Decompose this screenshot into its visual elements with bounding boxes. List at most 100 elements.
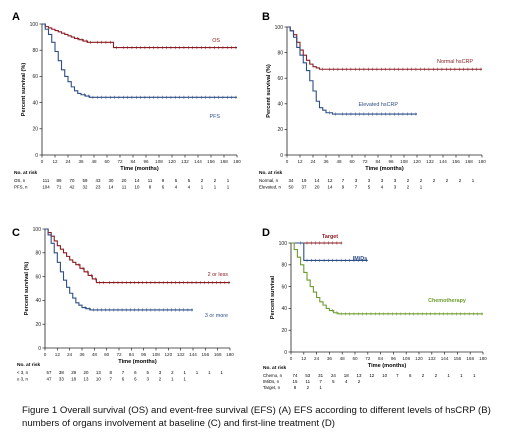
- risk-value: 2: [159, 377, 162, 382]
- y-axis-label: Percent survival (%): [24, 262, 30, 316]
- risk-value: 23: [96, 185, 101, 190]
- risk-value: 6: [122, 377, 125, 382]
- x-tick-label: 72: [117, 159, 123, 164]
- risk-value: 31: [318, 373, 323, 378]
- risk-value: 4: [381, 185, 384, 190]
- y-tick-label: 100: [30, 22, 39, 28]
- series-label: Target: [322, 234, 338, 240]
- x-tick-label: 60: [104, 352, 110, 357]
- risk-value: 11: [148, 178, 153, 183]
- y-tick-label: 60: [281, 284, 287, 290]
- risk-value: 4: [175, 185, 178, 190]
- x-tick-label: 96: [141, 352, 147, 357]
- series-line-3-or-more: [45, 228, 193, 311]
- risk-value: 1: [201, 185, 204, 190]
- y-tick-label: 0: [35, 153, 38, 159]
- y-tick-label: 20: [277, 127, 283, 133]
- x-tick-label: 0: [286, 159, 289, 164]
- risk-value: 70: [70, 178, 75, 183]
- risk-table-header: No. at risk: [259, 170, 283, 176]
- risk-value: 7: [355, 185, 358, 190]
- risk-value: 6: [162, 185, 165, 190]
- risk-value: 14: [328, 185, 333, 190]
- risk-table-header: No. at risk: [17, 362, 41, 368]
- risk-value: 47: [47, 377, 52, 382]
- series-label: Normal hsCRP: [437, 59, 473, 65]
- risk-value: 50: [289, 185, 294, 190]
- figure-caption: Figure 1 Overall survival (OS) and event…: [22, 405, 491, 429]
- x-tick-label: 36: [79, 352, 85, 357]
- risk-value: 1: [319, 385, 322, 390]
- y-tick-label: 100: [33, 227, 42, 233]
- risk-value: 1: [227, 185, 230, 190]
- risk-value: 53: [305, 373, 310, 378]
- x-tick-label: 108: [402, 356, 410, 361]
- x-tick-label: 48: [336, 159, 342, 164]
- x-tick-label: 108: [152, 352, 160, 357]
- risk-value: 33: [59, 377, 64, 382]
- risk-value: 111: [43, 178, 50, 183]
- risk-value: 20: [315, 185, 320, 190]
- risk-value: 29: [71, 370, 76, 375]
- y-tick-label: 40: [35, 298, 41, 304]
- y-tick-label: 0: [38, 346, 41, 352]
- risk-value: 4: [188, 185, 191, 190]
- risk-value: 6: [409, 373, 412, 378]
- risk-value: 1: [472, 178, 475, 183]
- x-tick-label: 48: [92, 352, 98, 357]
- risk-value: 14: [135, 178, 140, 183]
- risk-value: 2: [422, 373, 425, 378]
- x-tick-label: 144: [439, 159, 447, 164]
- series-label: Chemotherapy: [428, 298, 466, 304]
- y-tick-label: 60: [32, 74, 38, 80]
- risk-value: 1: [473, 373, 476, 378]
- risk-value: 4: [345, 379, 348, 384]
- series-line-2-or-less: [45, 228, 230, 284]
- risk-value: 14: [315, 178, 320, 183]
- panel-letter: B: [262, 11, 270, 23]
- risk-value: 10: [382, 373, 387, 378]
- x-tick-label: 12: [55, 352, 61, 357]
- risk-value: 32: [83, 185, 88, 190]
- x-tick-label: 144: [441, 356, 449, 361]
- x-tick-label: 12: [297, 159, 303, 164]
- risk-value: 10: [135, 185, 140, 190]
- x-tick-label: 60: [349, 159, 355, 164]
- risk-value: 8: [294, 385, 297, 390]
- x-axis-label: Time (months): [365, 166, 404, 172]
- risk-value: 37: [302, 185, 307, 190]
- risk-value: 1: [227, 178, 230, 183]
- x-tick-label: 60: [104, 159, 110, 164]
- risk-value: 3: [394, 178, 397, 183]
- x-axis-label: Time (months): [118, 359, 157, 365]
- risk-value: 34: [289, 178, 294, 183]
- x-tick-label: 24: [310, 159, 316, 164]
- x-tick-label: 168: [220, 159, 228, 164]
- y-tick-label: 80: [277, 50, 283, 56]
- risk-value: 5: [175, 178, 178, 183]
- risk-value: 2: [201, 178, 204, 183]
- series-label: IMiDs: [353, 256, 367, 262]
- risk-value: 57: [47, 370, 52, 375]
- series-line-imids: [291, 242, 368, 261]
- risk-value: 11: [306, 379, 311, 384]
- x-tick-label: 180: [478, 159, 486, 164]
- series-label: Elevated hsCRP: [358, 102, 398, 108]
- series-line-chemotherapy: [291, 242, 483, 315]
- x-tick-label: 84: [130, 159, 136, 164]
- risk-value: 2: [420, 178, 423, 183]
- risk-value: 8: [149, 185, 152, 190]
- risk-value: 2: [307, 385, 310, 390]
- y-tick-label: 100: [279, 241, 288, 247]
- risk-value: 1: [183, 377, 186, 382]
- risk-value: 43: [96, 178, 101, 183]
- x-tick-label: 156: [201, 352, 209, 357]
- y-tick-label: 60: [277, 76, 283, 82]
- x-tick-label: 144: [194, 159, 202, 164]
- risk-row-label: Normal, n: [259, 178, 279, 183]
- risk-value: 24: [331, 373, 336, 378]
- x-tick-label: 36: [327, 356, 333, 361]
- risk-row-label: Elevated, n: [259, 185, 282, 190]
